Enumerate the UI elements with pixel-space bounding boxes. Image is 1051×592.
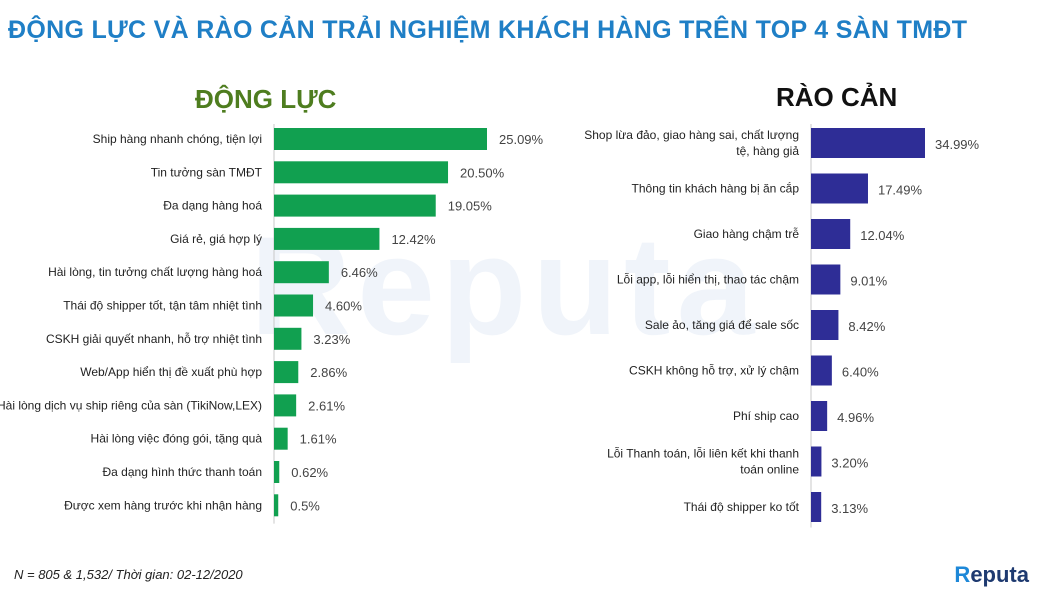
right-category-label: Thông tin khách hàng bị ăn cắp — [632, 181, 800, 196]
left-value-label: 0.62% — [291, 465, 328, 480]
right-category-label: CSKH không hỗ trợ, xử lý chậm — [629, 363, 799, 378]
page-title: ĐỘNG LỰC VÀ RÀO CẢN TRẢI NGHIỆM KHÁCH HÀ… — [8, 16, 968, 44]
left-value-label: 19.05% — [448, 199, 493, 214]
left-category-label: Ship hàng nhanh chóng, tiện lợi — [93, 132, 262, 146]
left-value-label: 0.5% — [290, 498, 320, 513]
right-category-label: Lỗi Thanh toán, lỗi liên kết khi thanh — [607, 446, 799, 461]
logo-mark-icon: R — [954, 562, 971, 587]
left-bar — [274, 327, 302, 350]
footnote: N = 805 & 1,532/ Thời gian: 02-12/2020 — [14, 567, 243, 582]
left-value-label: 4.60% — [325, 299, 362, 314]
left-category-label: Hài lòng dịch vụ ship riêng của sàn (Tik… — [0, 398, 262, 412]
left-category-label: Được xem hàng trước khi nhận hàng — [64, 498, 262, 512]
right-category-label: Shop lừa đảo, giao hàng sai, chất lượng — [584, 128, 799, 142]
left-category-label: Hài lòng, tin tưởng chất lượng hàng hoá — [48, 265, 262, 279]
left-bar — [274, 427, 288, 450]
left-bar — [274, 294, 314, 317]
left-category-label: Tin tưởng sàn TMĐT — [151, 165, 263, 179]
left-category-label: Thái độ shipper tốt, tận tâm nhiệt tình — [63, 299, 262, 313]
left-bar — [274, 227, 380, 250]
left-bar — [274, 194, 436, 217]
right-value-label: 9.01% — [850, 274, 887, 289]
right-category-label: Phí ship cao — [733, 409, 799, 423]
right-bar — [811, 492, 822, 522]
left-value-label: 3.23% — [313, 332, 350, 347]
left-category-label: Hài lòng việc đóng gói, tặng quà — [91, 432, 263, 446]
left-value-label: 12.42% — [391, 232, 436, 247]
right-bar — [811, 219, 851, 249]
left-bar — [274, 161, 449, 184]
right-category-label: toán online — [740, 463, 799, 477]
left-category-label: Đa dạng hình thức thanh toán — [103, 465, 263, 479]
left-bar — [274, 128, 487, 150]
right-bar — [811, 355, 832, 386]
left-value-label: 20.50% — [460, 165, 505, 180]
reputa-logo: Reputa — [954, 562, 1029, 588]
left-value-label: 2.86% — [310, 365, 347, 380]
left-bar — [274, 394, 297, 417]
right-bar — [811, 128, 925, 158]
right-bar — [811, 264, 841, 295]
right-value-label: 12.04% — [860, 228, 905, 243]
left-bar — [274, 461, 280, 483]
logo-text: eputa — [970, 562, 1029, 587]
left-bar — [274, 494, 279, 517]
right-value-label: 34.99% — [935, 137, 980, 152]
right-category-label: Sale ảo, tăng giá để sale sốc — [645, 318, 799, 332]
right-category-label: Thái độ shipper ko tốt — [684, 500, 800, 514]
right-value-label: 4.96% — [837, 410, 874, 425]
right-category-label: tệ, hàng giả — [736, 144, 799, 158]
right-category-label: Giao hàng chậm trễ — [694, 226, 800, 241]
right-value-label: 6.40% — [842, 365, 879, 380]
right-value-label: 3.20% — [831, 456, 868, 471]
left-value-label: 25.09% — [499, 132, 544, 147]
left-value-label: 2.61% — [308, 398, 345, 413]
right-bar — [811, 173, 868, 204]
right-chart-title: RÀO CẢN — [776, 82, 898, 112]
right-bar — [811, 310, 839, 340]
right-value-label: 8.42% — [848, 319, 885, 334]
right-value-label: 17.49% — [878, 183, 923, 198]
right-category-label: Lỗi app, lỗi hiển thị, thao tác chậm — [617, 272, 799, 287]
right-bar — [811, 446, 822, 477]
left-value-label: 6.46% — [341, 265, 378, 280]
left-value-label: 1.61% — [300, 432, 337, 447]
right-bar — [811, 401, 828, 431]
left-category-label: CSKH giải quyết nhanh, hỗ trợ nhiệt tình — [46, 331, 262, 346]
left-bar — [274, 361, 299, 384]
left-category-label: Đa dạng hàng hoá — [163, 199, 262, 213]
left-category-label: Web/App hiển thị đề xuất phù hợp — [80, 365, 262, 379]
left-chart-title: ĐỘNG LỰC — [195, 84, 337, 114]
left-bar — [274, 261, 329, 284]
left-category-label: Giá rẻ, giá hợp lý — [170, 232, 262, 246]
right-value-label: 3.13% — [831, 501, 868, 516]
